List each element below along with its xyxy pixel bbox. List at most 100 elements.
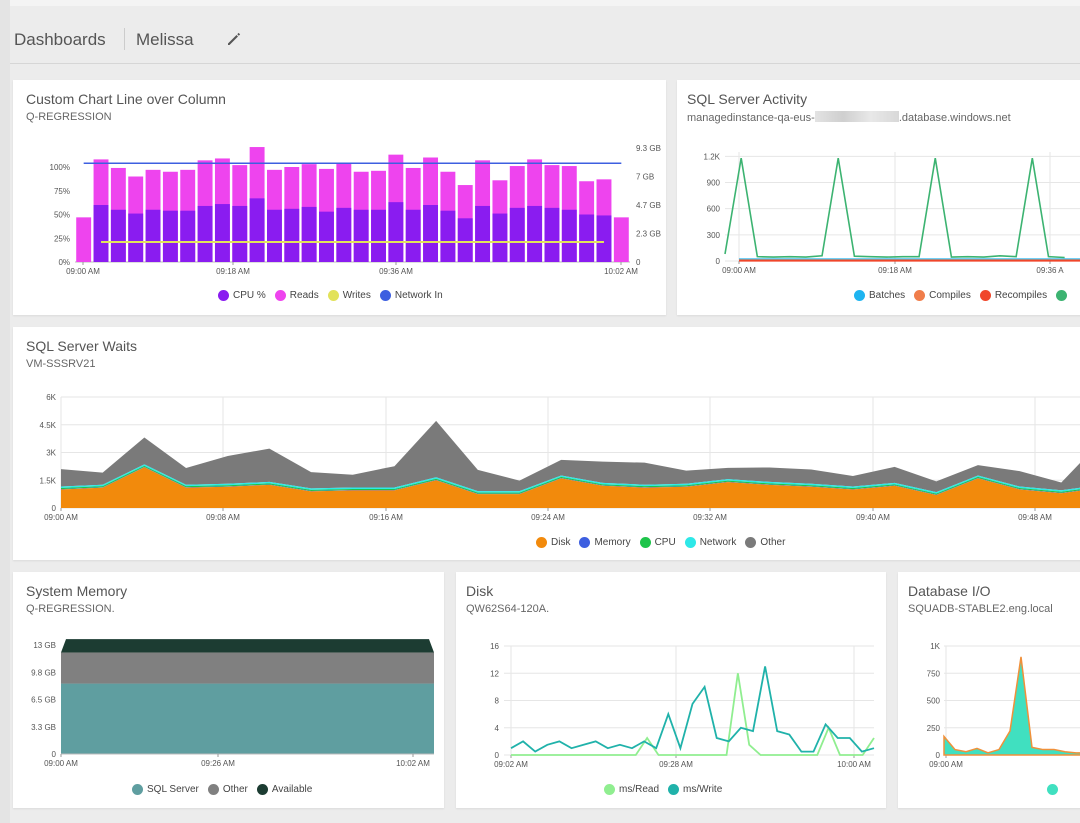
other-area [61, 652, 434, 684]
card-title: Database I/O [908, 583, 991, 599]
legend-swatch [1047, 784, 1058, 795]
legend-item-reads[interactable]: Reads [274, 290, 319, 301]
x-tick-label: 09:40 AM [856, 513, 890, 522]
y-tick-label: 0 [936, 751, 941, 760]
legend-item-ms-write[interactable]: ms/Write [668, 784, 722, 795]
pencil-edit-icon[interactable] [225, 30, 243, 48]
legend-swatch [218, 290, 229, 301]
x-tick-label: 09:00 AM [929, 760, 963, 769]
y-tick-label: 13 GB [33, 641, 56, 650]
custom-chart-legend: CPU % Reads Writes Network In [218, 290, 443, 301]
legend-label: Recompiles [994, 290, 1048, 301]
cpu-bar [527, 205, 543, 262]
breadcrumb-dashboards[interactable]: Dashboards [14, 30, 106, 49]
y-tick-label: 900 [707, 179, 721, 188]
sql-waits-legend: Disk Memory CPU Network Other [536, 537, 785, 548]
legend-item-ms-read[interactable]: ms/Read [604, 784, 659, 795]
cpu-bar [475, 205, 491, 262]
available-area [61, 639, 434, 653]
legend-swatch [579, 537, 591, 548]
y-tick-label: 300 [707, 231, 721, 240]
card-subtitle: SQUADB-STABLE2.eng.local [908, 603, 1053, 615]
legend-item-batches[interactable]: Batches [854, 290, 905, 301]
x-tick-label: 09:32 AM [693, 513, 727, 522]
legend-swatch [604, 784, 615, 795]
legend-item-compiles[interactable]: Compiles [914, 290, 971, 301]
y-tick-label: 4.5K [40, 421, 57, 430]
legend-item-recompiles[interactable]: Recompiles [979, 290, 1048, 301]
cpu-bar [110, 209, 126, 262]
y-tick-label: 0 [52, 750, 57, 759]
legend-item-other[interactable]: Other [207, 784, 248, 795]
y-tick-label: 50% [54, 211, 70, 220]
y-tick-label: 3.3 GB [31, 723, 56, 732]
y-tick-label: 1.5K [40, 476, 57, 485]
cpu-bar [353, 209, 369, 262]
y-tick-label: 3K [46, 449, 56, 458]
legend-item-series[interactable] [1047, 784, 1058, 795]
y-tick-label: 500 [927, 697, 941, 706]
cpu-bar [284, 208, 300, 262]
legend-item-network[interactable]: Network [684, 537, 736, 548]
cpu-bar [561, 209, 577, 262]
legend-label: Network In [394, 290, 443, 301]
legend-swatch [979, 290, 991, 301]
x-tick-label: 09:28 AM [659, 760, 693, 769]
legend-item-writes[interactable]: Writes [327, 290, 371, 301]
legend-item-other[interactable]: Other [745, 537, 785, 548]
cpu-bar [388, 202, 404, 262]
sql-server-area [61, 683, 434, 754]
card-title: Disk [466, 583, 494, 599]
sql-activity-card[interactable]: SQL Server Activity managedinstance-qa-e… [677, 80, 1080, 315]
y-tick-label: 250 [927, 724, 941, 733]
x-tick-label: 09:00 AM [722, 266, 756, 275]
database-io-card[interactable]: Database I/O SQUADB-STABLE2.eng.local 0 2… [898, 572, 1080, 808]
y2-tick-label: 7 GB [636, 173, 654, 182]
legend-swatch [132, 784, 143, 795]
system-memory-card[interactable]: System Memory Q-REGRESSION. 0 3.3 GB 6.5 G… [13, 572, 444, 808]
sql-waits-card[interactable]: SQL Server Waits VM-SSSRV21 0 1.5K 3K 4.5K 6… [13, 327, 1080, 560]
dashboard-header: Dashboards Melissa [0, 18, 1080, 62]
legend-swatch [536, 537, 547, 548]
y-tick-label: 0 [52, 504, 57, 513]
y-tick-label: 9.8 GB [31, 668, 56, 677]
legend-label: ms/Read [619, 784, 660, 795]
legend-item-disk[interactable]: Disk [536, 537, 570, 548]
x-tick-label: 09:24 AM [531, 513, 565, 522]
cpu-bar [423, 205, 439, 262]
x-tick-label: 09:16 AM [369, 513, 403, 522]
x-tick-label: 09:08 AM [206, 513, 240, 522]
sql-activity-legend: Batches Compiles Recompiles [854, 290, 1068, 301]
legend-label: Batches [869, 290, 906, 301]
y2-tick-label: 4.7 GB [636, 201, 661, 210]
legend-swatch [668, 784, 680, 795]
cpu-bar [301, 206, 317, 262]
x-tick-label: 10:02 AM [604, 267, 638, 276]
reads-bar [613, 217, 629, 262]
cpu-bar [544, 207, 560, 262]
disk-card[interactable]: Disk QW62S64-120A. 0 4 8 12 16 09:02 AM 09:28 … [456, 572, 886, 808]
legend-item-series[interactable] [1056, 290, 1068, 301]
y-tick-label: 16 [490, 642, 499, 651]
y-tick-label: 12 [490, 669, 499, 678]
cpu-bar [457, 218, 473, 262]
cpu-bar [162, 210, 178, 262]
redacted-text [814, 111, 899, 122]
legend-swatch [1056, 290, 1068, 301]
legend-item-cpu[interactable]: CPU % [218, 290, 266, 301]
card-title: Custom Chart Line over Column [26, 91, 226, 107]
cpu-bar [579, 214, 595, 262]
y-tick-label: 0% [58, 258, 70, 267]
legend-item-cpu[interactable]: CPU [639, 537, 676, 548]
x-tick-label: 09:36 A [1036, 266, 1064, 275]
legend-item-memory[interactable]: Memory [579, 537, 631, 548]
custom-chart-card[interactable]: Custom Chart Line over Column Q-REGRESSI… [13, 80, 666, 315]
legend-item-available[interactable]: Available [256, 784, 313, 795]
dashboard-name: Melissa [136, 30, 194, 49]
legend-swatch [854, 290, 865, 301]
cpu-bar [509, 207, 525, 262]
x-tick-label: 09:36 AM [379, 267, 413, 276]
legend-label: Available [271, 784, 313, 795]
legend-item-network-in[interactable]: Network In [379, 290, 443, 301]
legend-item-sql-server[interactable]: SQL Server [132, 784, 199, 795]
